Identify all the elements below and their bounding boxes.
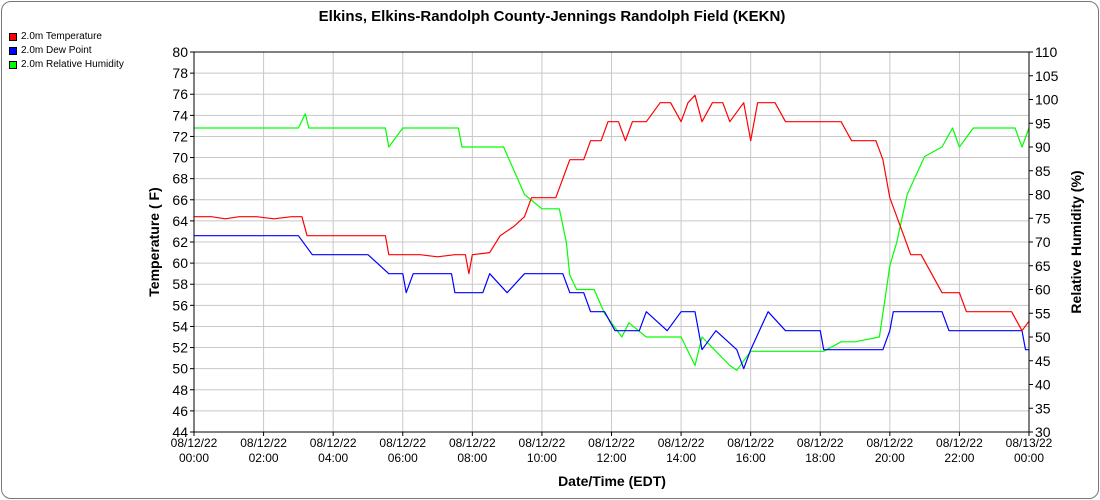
x-tick-label-date: 08/12/22 [379,436,426,450]
y-tick-label-left: 44 [172,424,188,440]
y-tick-label-left: 60 [172,255,188,271]
series-line-2-0m-temperature [194,94,1030,332]
y-tick-label-right: 60 [1035,282,1051,298]
x-axis-label: Date/Time (EDT) [558,473,666,489]
y-tick-label-left: 80 [172,44,188,60]
y-tick-label-right: 80 [1035,187,1051,203]
y-tick-label-right: 40 [1035,377,1051,393]
x-tick-label-date: 08/12/22 [658,436,705,450]
legend-label-dew-point: 2.0m Dew Point [21,45,92,56]
y-tick-label-left: 72 [172,128,188,144]
legend-item-temperature: 2.0m Temperature [9,30,124,44]
x-tick-label-date: 08/12/22 [171,436,218,450]
grid [193,51,1030,433]
y-tick-label-right: 70 [1035,234,1051,250]
y-tick-label-right: 105 [1035,68,1059,84]
y-tick-label-right: 75 [1035,210,1051,226]
chart-title: Elkins, Elkins-Randolph County-Jennings … [319,8,786,25]
y-tick-label-left: 52 [172,340,188,356]
x-tick-label-time: 10:00 [527,451,557,465]
x-tick-label-time: 18:00 [805,451,835,465]
y-axis-label-left: Temperature ( F) [146,187,162,296]
y-tick-label-right: 110 [1035,44,1058,60]
y-tick-label-left: 68 [172,171,188,187]
x-tick-label-date: 08/12/22 [449,436,496,450]
legend-swatch-temperature [9,33,17,41]
y-tick-label-left: 66 [172,192,188,208]
y-tick-label-left: 64 [172,213,188,229]
y-tick-label-left: 62 [172,234,188,250]
y-tick-label-left: 78 [172,65,188,81]
y-tick-label-left: 58 [172,276,188,292]
y-tick-label-left: 56 [172,297,188,313]
legend: 2.0m Temperature 2.0m Dew Point 2.0m Rel… [9,30,124,72]
x-tick-label-date: 08/13/22 [1006,436,1053,450]
x-tick-label-time: 12:00 [596,451,626,465]
x-tick-label-time: 16:00 [736,451,766,465]
y-tick-label-left: 46 [172,403,188,419]
x-tick-label-time: 04:00 [318,451,348,465]
y-tick-label-left: 48 [172,382,188,398]
legend-item-relative-humidity: 2.0m Relative Humidity [9,58,124,72]
y-tick-label-right: 90 [1035,139,1051,155]
y-tick-label-right: 35 [1035,400,1051,416]
series-layer [194,94,1030,371]
y-tick-label-right: 30 [1035,424,1051,440]
legend-label-temperature: 2.0m Temperature [21,31,102,42]
y-tick-label-right: 50 [1035,329,1051,345]
y-axis-right: 30 35 40 45 50 55 60 65 70 75 80 85 90 95 100 105 110 [1029,44,1059,440]
y-tick-label-left: 50 [172,361,188,377]
x-tick-label-date: 08/12/22 [936,436,983,450]
y-tick-label-right: 85 [1035,163,1051,179]
legend-item-dew-point: 2.0m Dew Point [9,44,124,58]
x-tick-label-date: 08/12/22 [310,436,357,450]
x-tick-label-date: 08/12/22 [866,436,913,450]
x-tick-label-time: 20:00 [875,451,905,465]
y-tick-label-right: 100 [1035,92,1059,108]
legend-swatch-relative-humidity [9,61,17,69]
x-tick-label-time: 00:00 [1014,451,1044,465]
series-line-2-0m-relative-humidity [194,113,1030,371]
legend-swatch-dew-point [9,47,17,55]
x-tick-label-date: 08/12/22 [519,436,566,450]
y-tick-label-right: 55 [1035,305,1051,321]
x-tick-label-date: 08/12/22 [240,436,287,450]
x-tick-label-date: 08/12/22 [588,436,635,450]
x-tick-label-time: 08:00 [457,451,487,465]
y-axis-label-right: Relative Humidity (%) [1068,170,1084,313]
y-tick-label-left: 76 [172,86,188,102]
x-tick-label-time: 14:00 [666,451,696,465]
y-tick-label-right: 45 [1035,353,1051,369]
y-tick-label-left: 54 [172,318,188,334]
x-tick-label-date: 08/12/22 [797,436,844,450]
y-tick-label-left: 74 [172,107,188,123]
x-tick-label-time: 22:00 [944,451,974,465]
x-axis: 08/12/2200:0008/12/2202:0008/12/2204:000… [171,432,1053,465]
x-tick-label-time: 00:00 [179,451,209,465]
y-tick-label-right: 95 [1035,115,1051,131]
x-tick-label-time: 06:00 [388,451,418,465]
x-tick-label-date: 08/12/22 [727,436,774,450]
x-tick-label-time: 02:00 [249,451,279,465]
y-tick-label-left: 70 [172,150,188,166]
y-axis-left: 44 46 48 50 52 54 56 58 60 62 64 66 68 70 72 74 76 78 80 [172,44,194,440]
y-tick-label-right: 65 [1035,258,1051,274]
legend-label-relative-humidity: 2.0m Relative Humidity [21,59,124,70]
series-line-2-0m-dew-point [194,235,1029,370]
